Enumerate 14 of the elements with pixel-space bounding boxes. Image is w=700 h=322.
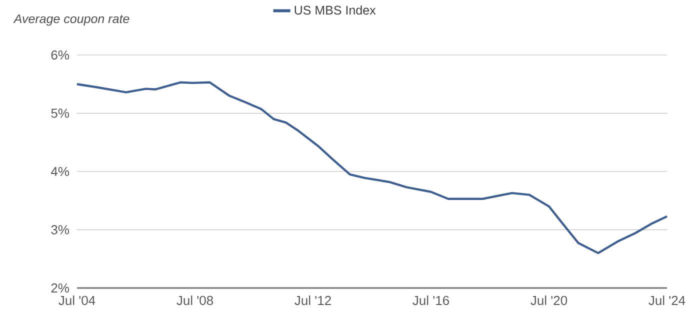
y-tick-label: 4% xyxy=(50,166,70,176)
y-axis-title: Average coupon rate xyxy=(13,14,130,26)
x-tick-label: Jul '08 xyxy=(176,296,214,306)
x-tick-label: Jul '16 xyxy=(412,296,450,306)
x-tick-label: Jul '24 xyxy=(648,296,686,306)
line-series xyxy=(76,81,668,254)
x-tick-label: Jul '12 xyxy=(294,296,331,306)
y-tick-label: 3% xyxy=(51,225,70,234)
x-tick-label: Jul '04 xyxy=(58,296,96,306)
y-tick-label: 6% xyxy=(51,50,70,60)
y-tick-label: 2% xyxy=(51,283,70,293)
legend-label: US MBS Index xyxy=(294,5,376,15)
x-tick-label: Jul '20 xyxy=(530,296,568,306)
y-tick-label: 5% xyxy=(51,108,70,118)
